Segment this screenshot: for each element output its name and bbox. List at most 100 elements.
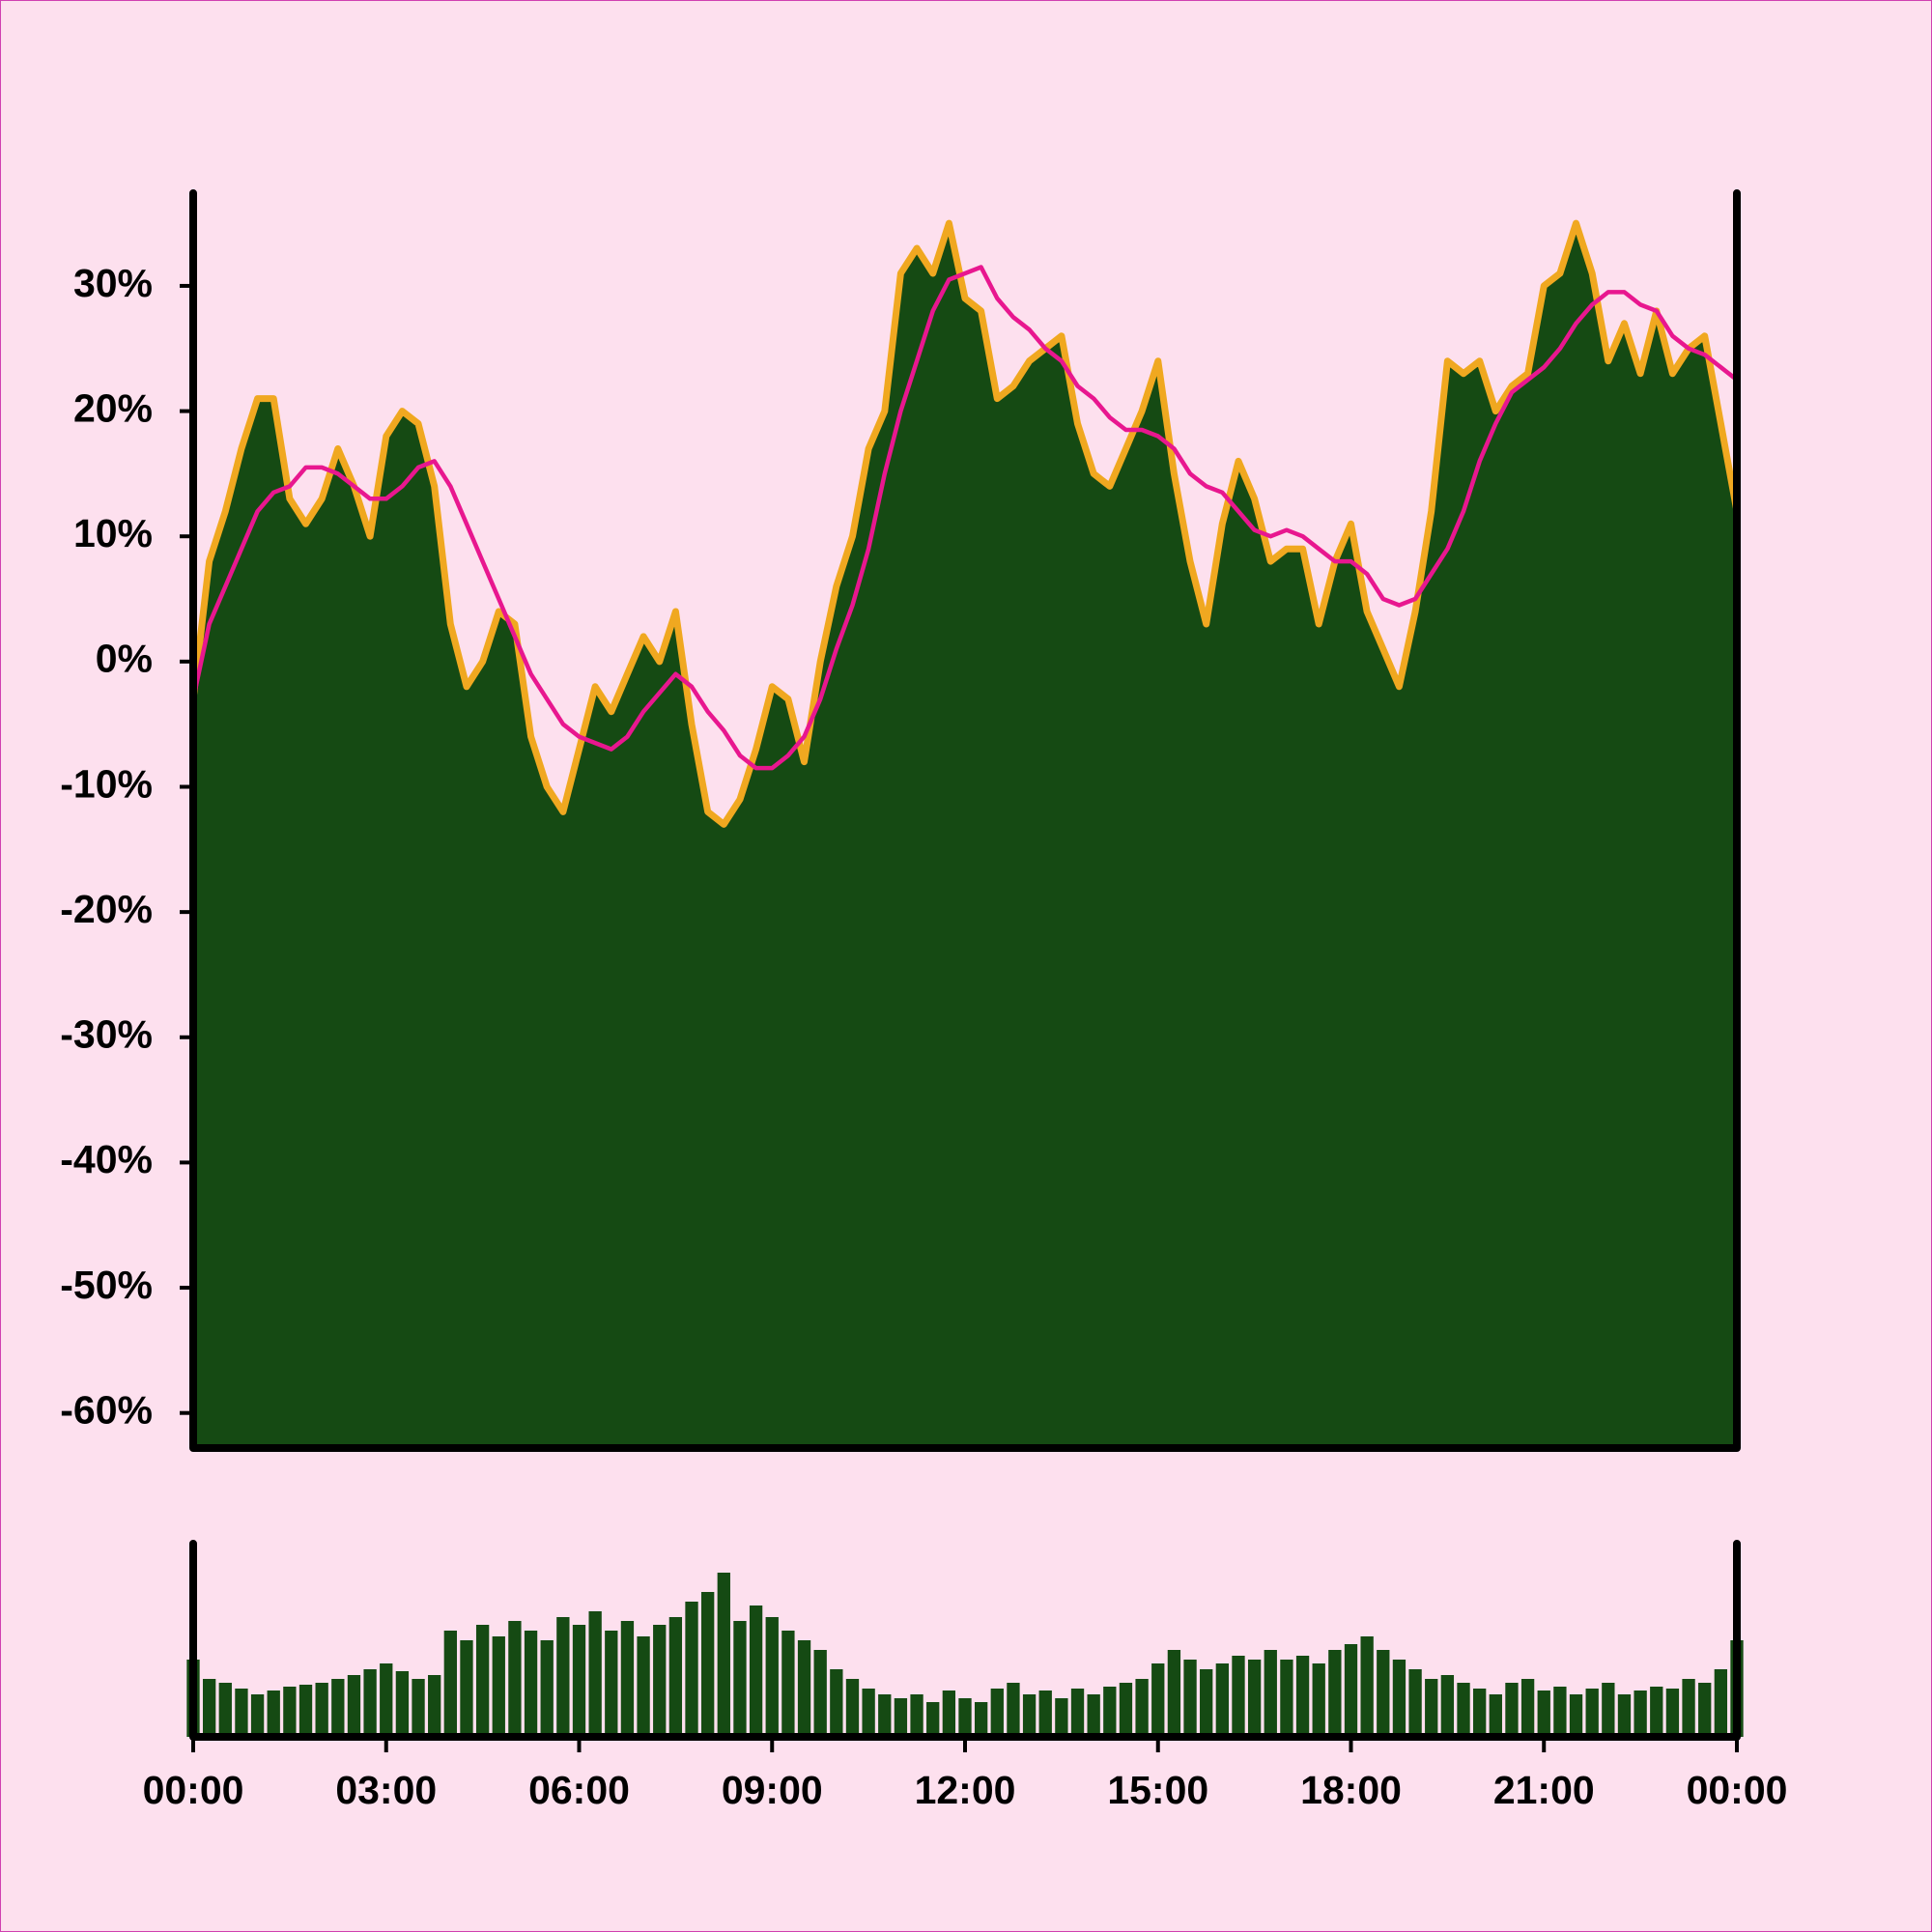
volume-bar: [813, 1650, 827, 1737]
volume-bar: [1344, 1644, 1358, 1737]
volume-bar: [1617, 1694, 1632, 1737]
y-tick-label: -30%: [60, 1012, 153, 1057]
x-tick-label: 18:00: [1300, 1768, 1402, 1812]
y-tick-label: 30%: [73, 261, 153, 305]
volume-bar: [1200, 1669, 1213, 1737]
x-tick-label: 15:00: [1107, 1768, 1208, 1812]
volume-bar: [460, 1640, 473, 1737]
volume-bar: [1440, 1675, 1455, 1737]
volume-bar: [428, 1675, 441, 1737]
volume-bar: [1055, 1698, 1068, 1737]
volume-bar: [1328, 1650, 1342, 1737]
volume-bar: [1665, 1689, 1680, 1737]
x-tick-label: 09:00: [722, 1768, 823, 1812]
volume-bar: [443, 1631, 457, 1737]
volume-bar: [524, 1631, 538, 1737]
volume-bar: [1585, 1689, 1599, 1737]
volume-bar: [1714, 1669, 1728, 1737]
volume-bar: [668, 1617, 683, 1737]
volume-bar: [283, 1687, 297, 1737]
volume-bar: [475, 1625, 490, 1737]
volume-bar: [588, 1611, 602, 1737]
axis-frame: [189, 1540, 1741, 1741]
volume-bar: [540, 1640, 554, 1737]
volume-bar: [974, 1702, 988, 1737]
volume-bar: [1167, 1650, 1181, 1737]
x-tick-label: 21:00: [1493, 1768, 1595, 1812]
volume-bar: [1151, 1663, 1165, 1737]
volume-bar: [733, 1621, 747, 1737]
volume-bar: [556, 1617, 570, 1737]
volume-bar: [380, 1663, 393, 1737]
area-edge: [189, 219, 1741, 828]
volume-bar: [958, 1698, 972, 1737]
volume-bar: [1135, 1679, 1149, 1737]
volume-bar: [1457, 1683, 1470, 1737]
x-tick-label: 12:00: [915, 1768, 1016, 1812]
volume-bar: [1473, 1689, 1487, 1737]
volume-bar: [1650, 1687, 1663, 1737]
volume-bar: [926, 1702, 940, 1737]
volume-bar: [894, 1698, 908, 1737]
volume-bar: [1232, 1656, 1245, 1737]
volume-bar: [1569, 1694, 1583, 1737]
volume-bar: [830, 1669, 843, 1737]
volume-bar: [1007, 1683, 1020, 1737]
volume-bar: [1682, 1679, 1695, 1737]
y-tick-label: -40%: [60, 1137, 153, 1181]
x-tick-label: 06:00: [528, 1768, 630, 1812]
volume-bar: [331, 1679, 345, 1737]
volume-bar: [653, 1625, 667, 1737]
volume-bar: [1602, 1683, 1615, 1737]
volume-bar: [1537, 1690, 1550, 1737]
y-tick-label: 20%: [73, 385, 153, 430]
volume-bar: [781, 1631, 795, 1737]
volume-bar: [637, 1636, 650, 1737]
volume-bar: [1119, 1683, 1133, 1737]
volume-bar: [862, 1689, 875, 1737]
volume-bar: [1489, 1694, 1502, 1737]
volume-bar: [942, 1690, 956, 1737]
axis-frame: [189, 189, 1741, 1452]
volume-bar: [1360, 1636, 1374, 1737]
volume-bar: [620, 1621, 635, 1737]
volume-bar: [395, 1671, 410, 1737]
volume-bar: [298, 1685, 313, 1737]
volume-bar: [1698, 1683, 1712, 1737]
volume-bar: [412, 1679, 425, 1737]
volume-bar: [1408, 1669, 1422, 1737]
y-tick-label: -60%: [60, 1388, 153, 1433]
volume-bar: [605, 1631, 618, 1737]
volume-bar: [797, 1640, 811, 1737]
y-tick-label: -50%: [60, 1263, 153, 1307]
volume-bar: [1247, 1660, 1262, 1737]
volume-bar: [508, 1621, 522, 1737]
volume-bar: [878, 1694, 892, 1737]
volume-bar: [1183, 1660, 1197, 1737]
volume-bar: [1280, 1660, 1293, 1737]
y-tick-label: -10%: [60, 761, 153, 806]
volume-bar: [990, 1689, 1004, 1737]
volume-bar: [1022, 1694, 1037, 1737]
volume-bar: [1312, 1663, 1325, 1737]
volume-bar: [1038, 1690, 1052, 1737]
volume-bar: [202, 1679, 216, 1737]
volume-bar: [572, 1625, 586, 1737]
volume-bar: [1553, 1687, 1567, 1737]
x-tick-label: 00:00: [1687, 1768, 1788, 1812]
volume-bar: [315, 1683, 328, 1737]
volume-bar: [845, 1679, 860, 1737]
volume-bar: [765, 1617, 779, 1737]
volume-bar: [1215, 1663, 1229, 1737]
volume-bar: [492, 1636, 505, 1737]
volume-bar: [910, 1694, 923, 1737]
volume-bar: [1070, 1689, 1085, 1737]
volume-bar: [749, 1605, 763, 1737]
volume-bar: [1264, 1650, 1277, 1737]
volume-bar: [1392, 1660, 1406, 1737]
y-tick-label: -20%: [60, 887, 153, 931]
volume-bar: [267, 1690, 280, 1737]
volume-bar: [1377, 1650, 1390, 1737]
volume-bar: [1634, 1690, 1647, 1737]
moving-average-line: [190, 265, 1739, 771]
